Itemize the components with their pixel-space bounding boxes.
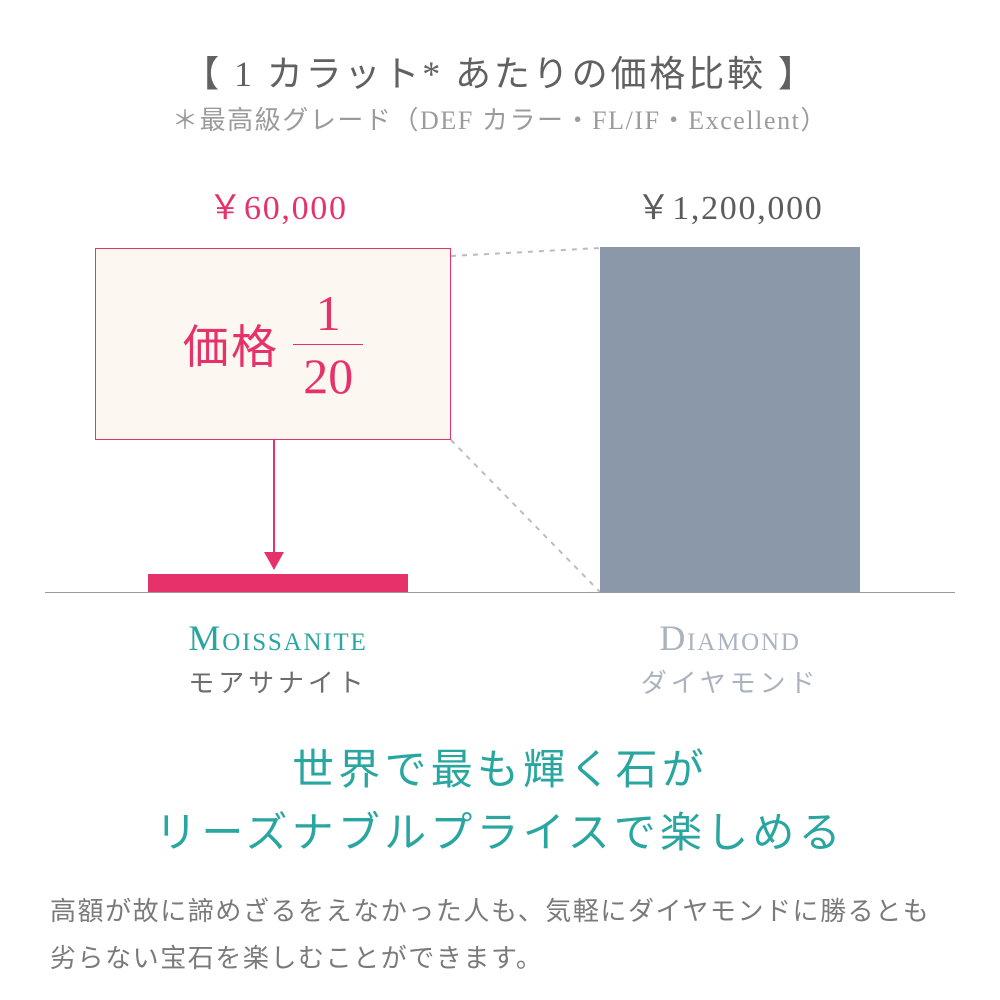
price-ratio-callout: 価格 1 20 [95,248,451,440]
price-label-moissanite: ￥60,000 [108,180,448,229]
fraction-denominator: 20 [303,345,353,401]
arrow-shaft [273,440,275,552]
label-en-diamond: Diamond [540,617,920,659]
arrow-head-icon [264,552,284,570]
dotted-line-top [451,248,600,256]
fraction-numerator: 1 [316,288,341,344]
bar-moissanite [148,574,408,592]
callout-fraction: 1 20 [293,288,363,401]
chart-subtitle: ＊最高級グレード（DEF カラー・FL/IF・Excellent） [0,100,1000,137]
dotted-line-bottom [451,440,600,592]
label-jp-moissanite: モアサナイト [88,663,468,700]
price-label-diamond: ￥1,200,000 [560,180,900,229]
headline-line1: 世界で最も輝く石が [292,748,708,794]
label-en-moissanite: Moissanite [88,617,468,659]
callout-prefix: 価格 [183,311,280,377]
chart-title: 【 1 カラット* あたりの価格比較 】 [0,45,1000,97]
chart-baseline [45,592,955,593]
body-text: 高額が故に諦めざるをえなかった人も、気軽にダイヤモンドに勝るとも劣らない宝石を楽… [50,888,950,982]
headline-line2: リーズナブルプライスで楽しめる [155,811,845,857]
bar-diamond [600,247,860,592]
label-jp-diamond: ダイヤモンド [540,663,920,700]
marketing-headline: 世界で最も輝く石が リーズナブルプライスで楽しめる [0,740,1000,866]
